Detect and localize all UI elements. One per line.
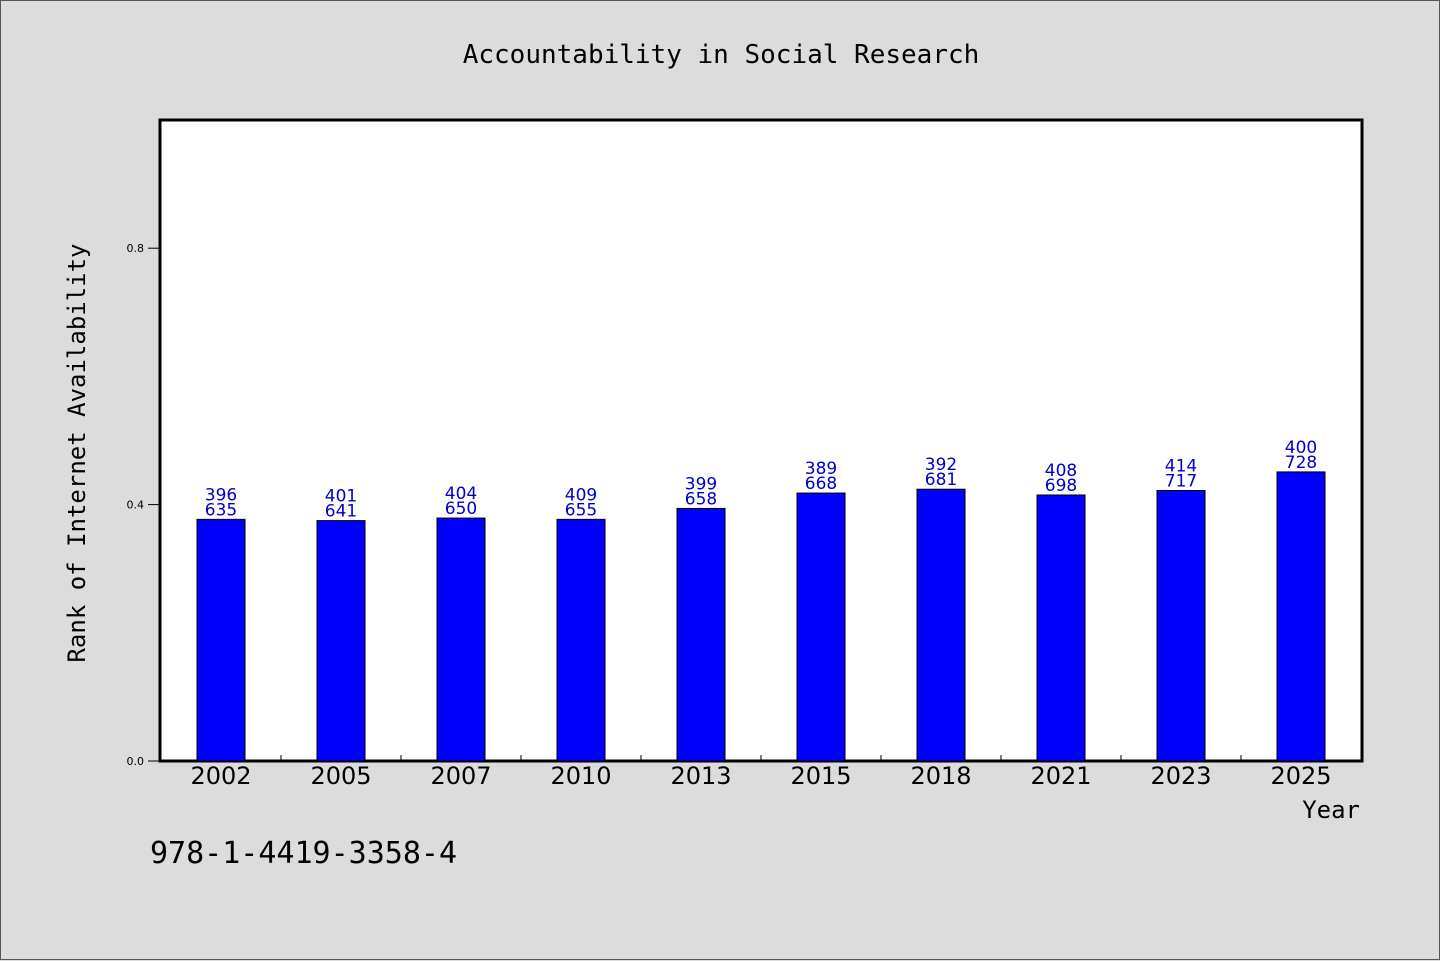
x-tick-label-2018: 2018 <box>910 762 971 790</box>
data-label-bottom-2007: 650 <box>445 499 477 519</box>
bar-2005 <box>316 520 366 762</box>
y-tick-label-0.4: 0.4 <box>127 499 145 512</box>
data-labels-layer: 3966354016414046504096553996583896683926… <box>205 438 1317 522</box>
data-label-bottom-2023: 717 <box>1165 471 1197 491</box>
data-label-bottom-2013: 658 <box>685 489 717 509</box>
data-label-top-2013: 399 <box>685 474 717 494</box>
y-axis-title: Rank of Internet Availability <box>63 243 91 662</box>
data-label-top-2018: 392 <box>925 455 957 475</box>
data-label-top-2007: 404 <box>445 484 477 504</box>
data-label-top-2025: 400 <box>1285 438 1317 458</box>
data-label-top-2023: 414 <box>1165 456 1197 476</box>
y-tick-label-0.0: 0.0 <box>127 755 145 768</box>
axes-layer: 2002 2005 2007 2010 2013 2015 2018 2021 2023 2025… <box>127 242 1332 790</box>
bar-2002 <box>196 518 246 762</box>
footer-identifier: 978-1-4419-3358-4 <box>150 836 457 871</box>
bar-2007 <box>436 517 486 762</box>
data-label-top-2015: 389 <box>805 459 837 479</box>
y-tick-label-0.8: 0.8 <box>127 242 145 255</box>
x-tick-label-2021: 2021 <box>1030 762 1091 790</box>
bar-2025 <box>1276 471 1326 762</box>
bar-2013 <box>676 507 726 762</box>
data-label-top-2002: 396 <box>205 485 237 505</box>
data-label-bottom-2018: 681 <box>925 470 957 490</box>
bar-2010 <box>556 518 606 762</box>
x-tick-label-2025: 2025 <box>1270 762 1331 790</box>
chart-title: Accountability in Social Research <box>463 40 980 70</box>
x-tick-label-2005: 2005 <box>310 762 371 790</box>
bars-layer <box>196 471 1326 762</box>
x-tick-label-2002: 2002 <box>190 762 251 790</box>
bar-2015 <box>796 492 846 762</box>
x-tick-label-2023: 2023 <box>1150 762 1211 790</box>
data-label-top-2005: 401 <box>325 487 357 507</box>
x-axis-title: Year <box>1302 796 1360 824</box>
data-label-bottom-2015: 668 <box>805 474 837 494</box>
data-label-bottom-2002: 635 <box>205 500 237 520</box>
data-label-bottom-2005: 641 <box>325 502 357 522</box>
x-tick-label-2015: 2015 <box>790 762 851 790</box>
data-label-bottom-2010: 655 <box>565 500 597 520</box>
x-tick-label-2007: 2007 <box>430 762 491 790</box>
data-label-top-2021: 408 <box>1045 461 1077 481</box>
x-tick-label-2010: 2010 <box>550 762 611 790</box>
data-label-bottom-2025: 728 <box>1285 453 1317 473</box>
bar-2018 <box>916 488 966 762</box>
data-label-top-2010: 409 <box>565 485 597 505</box>
bar-2021 <box>1036 494 1086 762</box>
x-tick-label-2013: 2013 <box>670 762 731 790</box>
bar-2023 <box>1156 489 1206 762</box>
data-label-bottom-2021: 698 <box>1045 476 1077 496</box>
